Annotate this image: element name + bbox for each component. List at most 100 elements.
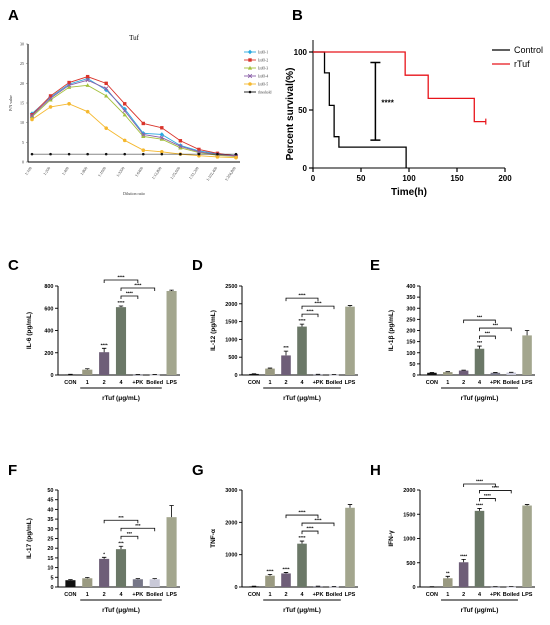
bracket-significance: ****	[306, 526, 313, 531]
comparison-bracket	[301, 522, 335, 527]
y-tick-label: 200	[406, 329, 415, 335]
x-axis-label: rTuf (μg/mL)	[102, 395, 140, 402]
y-tick-label: 15	[47, 556, 53, 562]
legend-label: IzdO-5	[258, 82, 268, 86]
x-tick-label: LPS	[522, 592, 533, 598]
comparison-bracket	[479, 498, 496, 502]
bar-significance: ***	[477, 340, 483, 345]
panel-e-bar-chart: 0 50 100 150 200 250 300 350 400 IL-1β (pg/mL) CON…	[388, 284, 535, 402]
bracket-significance: ****	[134, 283, 141, 288]
x-tick-label: LPS	[345, 592, 356, 598]
error-bar	[524, 504, 530, 506]
panel-label-f: F	[8, 462, 17, 479]
y-tick-label: 25	[47, 537, 53, 543]
x-tick-label: +PK	[132, 380, 143, 386]
data-point	[122, 112, 127, 117]
comparison-bracket	[120, 527, 156, 532]
data-point	[196, 149, 202, 154]
x-tick-label: 2	[462, 592, 465, 598]
x-tick-label: 2	[284, 592, 287, 598]
bar	[458, 370, 469, 375]
x-tick-label: LPS	[345, 380, 356, 386]
x-tick-label: CON	[248, 380, 260, 386]
panel-label-h: H	[370, 462, 381, 479]
x-tick-label: CON	[64, 380, 76, 386]
panel-label-d: D	[192, 257, 203, 274]
bar	[149, 374, 160, 376]
x-tick-label: Boiled	[146, 592, 163, 598]
bar	[345, 507, 355, 587]
data-point	[141, 134, 146, 139]
data-point	[159, 136, 164, 141]
data-point	[48, 105, 53, 109]
x-tick-label: 1:800	[79, 166, 88, 176]
panel-f-bar-chart: 0 5 10 15 20 25 30 35 40 45 50 IL-17 (pg/mL) CON 1 2 * 4…	[26, 488, 180, 614]
error-bar	[85, 368, 90, 370]
significance-label: ****	[381, 98, 394, 107]
x-tick-label: +PK	[490, 592, 501, 598]
bar	[297, 543, 307, 587]
y-axis-label: IFN-γ	[388, 530, 395, 547]
data-point	[179, 152, 182, 156]
y-tick-label: 5	[22, 140, 24, 145]
data-point	[141, 148, 146, 152]
bar	[99, 558, 110, 587]
series-line	[31, 76, 237, 157]
bracket-significance: ****	[314, 301, 321, 306]
error-bar	[347, 504, 353, 508]
bar	[490, 586, 501, 588]
bar	[443, 578, 453, 587]
comparison-bracket	[103, 519, 139, 524]
bar-significance: ****	[460, 553, 467, 558]
data-point	[160, 149, 164, 154]
x-tick-label: 200	[498, 174, 512, 183]
y-tick-label: 600	[44, 306, 53, 312]
chart-title: Tuf	[129, 34, 140, 42]
x-tick-label: 1:1600	[97, 166, 107, 178]
x-tick-label: Boiled	[326, 380, 343, 386]
x-tick-label: CON	[248, 592, 260, 598]
data-point	[67, 80, 71, 85]
data-point	[247, 49, 253, 55]
bracket-significance: ***	[485, 331, 491, 336]
error-bar	[477, 508, 482, 511]
bar-significance: ****	[266, 568, 273, 573]
data-point	[85, 109, 90, 114]
panel-g-bar-chart: 0 1000 2000 3000 TNF-α CON 1 **** 2 **** 4 **** +PK B…	[210, 488, 358, 614]
bar-significance: ****	[101, 342, 108, 347]
comparison-bracket	[301, 305, 335, 310]
bracket-significance: ***	[118, 515, 124, 520]
bar	[249, 586, 259, 588]
x-tick-label: CON	[64, 592, 76, 598]
y-axis-label: TNF-α	[210, 529, 217, 548]
panel-h-bar-chart: 0 500 1000 1500 2000 IFN-γ CON 1 ** 2 **** 4 **** +PK…	[388, 479, 535, 614]
legend-label: threshold	[258, 90, 272, 94]
x-tick-label: +PK	[490, 380, 501, 386]
y-tick-label: 1500	[403, 512, 415, 518]
x-tick-label: 2	[462, 380, 465, 386]
data-point	[104, 126, 108, 130]
comparison-bracket	[301, 313, 319, 318]
bracket-significance: ****	[476, 479, 483, 484]
y-tick-label: 2000	[403, 488, 415, 494]
y-tick-label: 250	[406, 317, 415, 323]
bar	[265, 575, 275, 587]
error-bar	[283, 350, 289, 356]
bracket-significance: ***	[127, 531, 133, 536]
bar-significance: ****	[476, 502, 483, 507]
bar	[249, 373, 259, 375]
data-point	[123, 102, 127, 106]
bar	[65, 374, 76, 376]
data-point	[247, 65, 253, 70]
y-tick-label: 0	[412, 373, 415, 379]
x-tick-label: 1	[446, 380, 449, 386]
data-point	[160, 152, 164, 156]
x-tick-label: 1	[268, 592, 271, 598]
x-tick-label: Boiled	[503, 592, 520, 598]
comparison-bracket	[479, 335, 496, 340]
data-point	[197, 147, 201, 152]
x-tick-label: 4	[478, 592, 482, 598]
error-bar	[135, 578, 141, 580]
y-tick-label: 35	[47, 517, 53, 523]
